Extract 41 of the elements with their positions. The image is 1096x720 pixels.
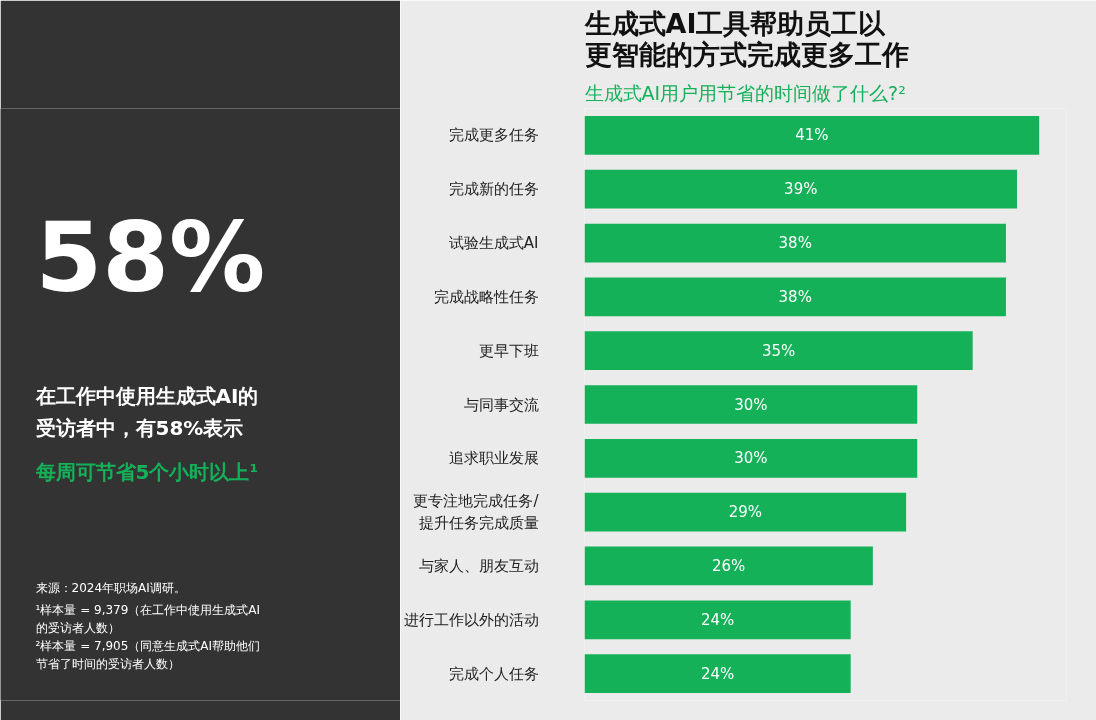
- bar: [584, 169, 1018, 209]
- bar: [584, 116, 1040, 155]
- y-tick-label: 完成更多任务: [448, 126, 539, 145]
- data-label: 30%: [734, 449, 768, 468]
- y-tick-label: 追求职业发展: [448, 449, 539, 468]
- bar: [584, 492, 907, 532]
- data-label: 30%: [734, 395, 768, 414]
- data-label: 39%: [784, 180, 818, 199]
- bar: [584, 438, 918, 478]
- bar: [584, 331, 973, 371]
- text: ²样本量 = 7,905（同意生成式AI帮助他们节省了时间的受访者人数）: [35, 638, 261, 672]
- data-label: 29%: [728, 503, 762, 522]
- data-label: 24%: [700, 664, 735, 683]
- y-tick-label: 进行工作以外的活动: [403, 610, 539, 629]
- source-note: 来源：2024年职场AI调研。: [35, 581, 186, 596]
- text: 58%: [35, 202, 266, 315]
- y-tick-label: 完成个人任务: [448, 664, 539, 683]
- data-label: 26%: [712, 556, 746, 575]
- y-tick-label: 更早下班: [478, 341, 539, 360]
- y-tick-label: 完成新的任务: [448, 180, 539, 199]
- y-tick-label: 更专注地完成任务/ 提升任务完成质量: [413, 492, 540, 532]
- bar: [584, 277, 1006, 317]
- text: 在工作中使用生成式AI的受访者中，有58%表示: [34, 383, 259, 441]
- data-label: 38%: [778, 287, 812, 306]
- bar: [584, 223, 1006, 263]
- data-label: 24%: [700, 610, 735, 629]
- bar: [584, 600, 851, 640]
- bar: [584, 546, 873, 586]
- y-tick-label: 与同事交流: [463, 395, 539, 414]
- data-label: 38%: [778, 234, 812, 253]
- data-label: 35%: [761, 341, 796, 360]
- y-tick-label: 试验生成式AI: [448, 234, 539, 253]
- bar: [584, 654, 851, 693]
- chart-title: 生成式AI工具帮助员工以更智能的方式完成更多工作: [583, 7, 909, 70]
- text: 每周可节省5个小时以上¹: [34, 459, 259, 484]
- y-tick-label: 与家人、朋友互动: [418, 556, 539, 575]
- y-tick-label: 完成战略性任务: [433, 287, 539, 306]
- bar: [584, 385, 918, 424]
- text: ¹样本量 = 9,379（在工作中使用生成式AI的受访者人数）: [35, 602, 261, 635]
- data-label: 41%: [795, 126, 829, 145]
- chart-subtitle: 生成式AI用户用节省的时间做了什么?²: [584, 81, 906, 104]
